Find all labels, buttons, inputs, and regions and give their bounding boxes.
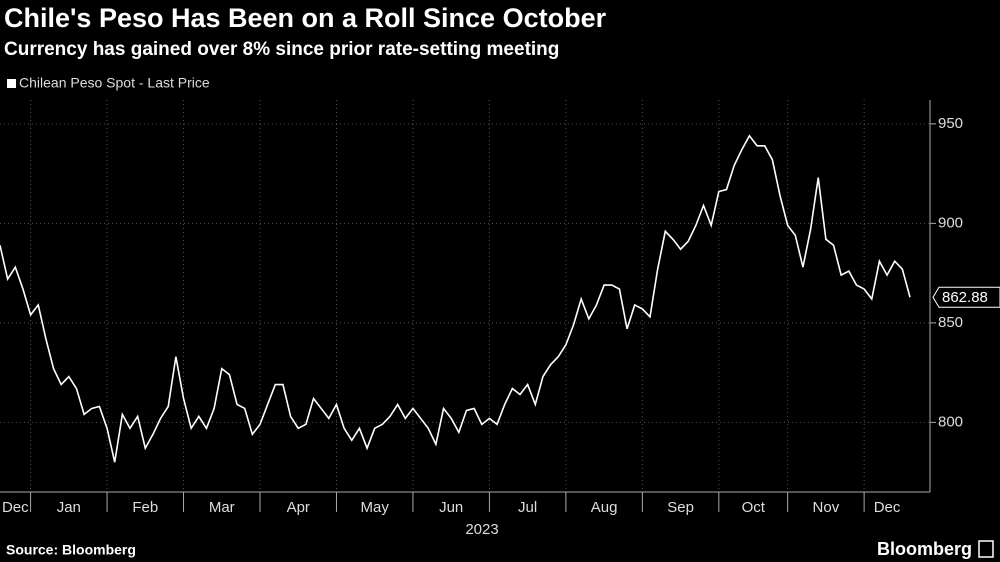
legend-label: Chilean Peso Spot - Last Price bbox=[19, 75, 210, 91]
line bbox=[0, 134, 911, 463]
x-tick-label: Oct bbox=[742, 499, 766, 516]
x-tick-label: Sep bbox=[667, 499, 694, 516]
chart-title: Chile's Peso Has Been on a Roll Since Oc… bbox=[4, 3, 607, 33]
y-tick-label: 800 bbox=[938, 413, 963, 430]
legend-swatch bbox=[7, 79, 16, 88]
x-tick-label: Jul bbox=[518, 499, 537, 516]
x-tick-label: Jan bbox=[57, 499, 81, 516]
source: Source: Bloomberg bbox=[6, 542, 136, 558]
x-tick-label: Jun bbox=[439, 499, 463, 516]
chart-subtitle: Currency has gained over 8% since prior … bbox=[4, 39, 559, 60]
logo-box bbox=[978, 540, 994, 558]
last-value-box bbox=[932, 286, 1000, 308]
x-tick-label: Apr bbox=[287, 499, 310, 516]
x-tick-label: May bbox=[361, 499, 390, 516]
last-value-label: 862.88 bbox=[942, 289, 988, 306]
y-tick-label: 900 bbox=[938, 214, 963, 231]
x-tick-label: Aug bbox=[591, 499, 618, 516]
x-tick-label: Nov bbox=[813, 499, 840, 516]
y-tick-label: 850 bbox=[938, 314, 963, 331]
x-axis-label: 2023 bbox=[465, 521, 498, 538]
logo: Bloomberg bbox=[877, 539, 972, 559]
y-tick-label: 950 bbox=[938, 115, 963, 132]
x-tick-label: Mar bbox=[209, 499, 235, 516]
x-tick-label: Dec bbox=[874, 499, 901, 516]
x-tick-label: Dec bbox=[2, 499, 29, 516]
x-tick-label: Feb bbox=[132, 499, 158, 516]
